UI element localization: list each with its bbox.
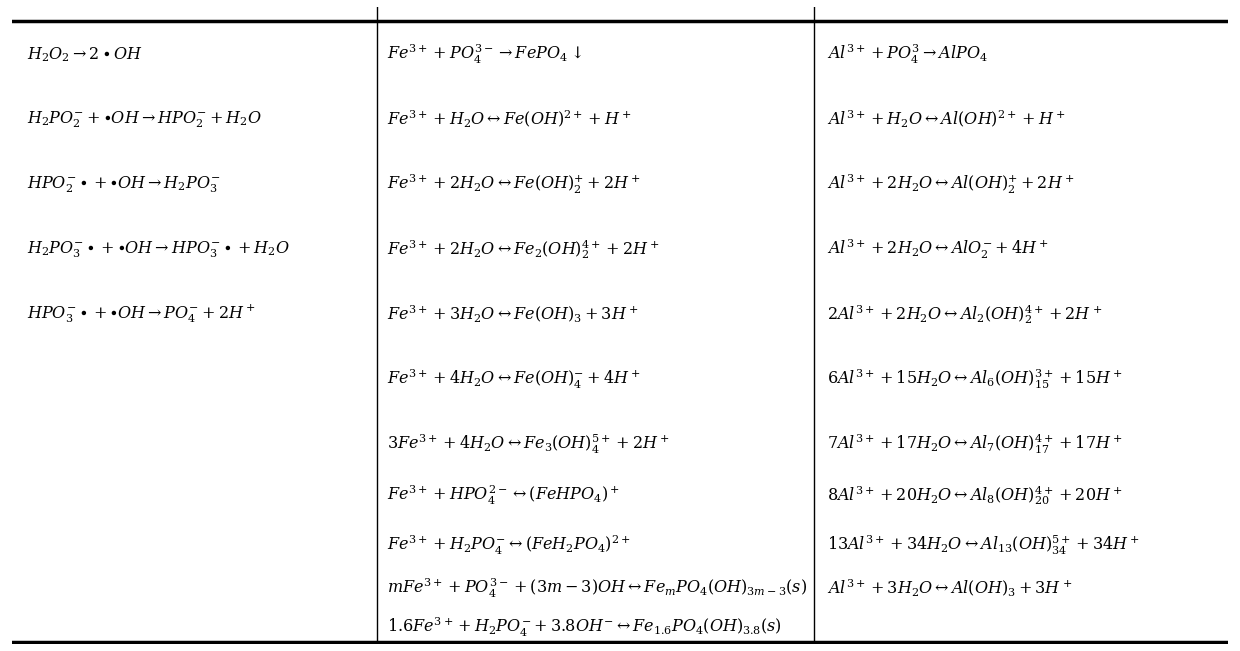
Text: $Fe^{3+}+2H_2O\leftrightarrow Fe_2(OH)_2^{4+}+2H^+$: $Fe^{3+}+2H_2O\leftrightarrow Fe_2(OH)_2… [387, 238, 660, 261]
Text: $Fe^{3+}+H_2PO_4^{-}\leftrightarrow (FeH_2PO_4)^{2+}$: $Fe^{3+}+H_2PO_4^{-}\leftrightarrow (FeH… [387, 534, 630, 557]
Text: $Al^{3+}+3H_2O\leftrightarrow Al(OH)_3+3H^+$: $Al^{3+}+3H_2O\leftrightarrow Al(OH)_3+3… [827, 577, 1071, 598]
Text: $H_2PO_2^{-} + {\bullet}OH \rightarrow HPO_2^{-} + H_2O$: $H_2PO_2^{-} + {\bullet}OH \rightarrow H… [27, 109, 262, 130]
Text: $H_2O_2 \rightarrow 2 \bullet OH$: $H_2O_2 \rightarrow 2 \bullet OH$ [27, 45, 143, 64]
Text: $Fe^{3+}+PO_4^{3-}\rightarrow FePO_4\downarrow$: $Fe^{3+}+PO_4^{3-}\rightarrow FePO_4\dow… [387, 43, 582, 66]
Text: $H_2PO_3^{-} \bullet + {\bullet} OH \rightarrow HPO_3^{-} \bullet +H_2O$: $H_2PO_3^{-} \bullet + {\bullet} OH \rig… [27, 239, 290, 260]
Text: $Al^{3+}+2H_2O\leftrightarrow AlO_2^{-}+4H^+$: $Al^{3+}+2H_2O\leftrightarrow AlO_2^{-}+… [827, 238, 1049, 261]
Text: $Al^{3+}+H_2O\leftrightarrow Al(OH)^{2+}+H^+$: $Al^{3+}+H_2O\leftrightarrow Al(OH)^{2+}… [827, 109, 1065, 130]
Text: $2Al^{3+}+2H_2O\leftrightarrow Al_2(OH)_2^{4+}+2H^+$: $2Al^{3+}+2H_2O\leftrightarrow Al_2(OH)_… [827, 302, 1102, 326]
Text: $6Al^{3+}+15H_2O\leftrightarrow Al_6(OH)_{15}^{3+}+15H^+$: $6Al^{3+}+15H_2O\leftrightarrow Al_6(OH)… [827, 367, 1122, 391]
Text: $Fe^{3+}+2H_2O\leftrightarrow Fe(OH)_2^{+}+2H^+$: $Fe^{3+}+2H_2O\leftrightarrow Fe(OH)_2^{… [387, 173, 640, 196]
Text: $7Al^{3+}+17H_2O\leftrightarrow Al_7(OH)_{17}^{4+}+17H^+$: $7Al^{3+}+17H_2O\leftrightarrow Al_7(OH)… [827, 432, 1122, 456]
Text: $HPO_2^{-} \bullet + {\bullet} OH \rightarrow H_2PO_3^{-}$: $HPO_2^{-} \bullet + {\bullet} OH \right… [27, 174, 221, 195]
Text: $8Al^{3+}+20H_2O\leftrightarrow Al_8(OH)_{20}^{4+}+20H^+$: $8Al^{3+}+20H_2O\leftrightarrow Al_8(OH)… [827, 483, 1122, 507]
Text: $Al^{3+}+2H_2O\leftrightarrow Al(OH)_2^{+}+2H^+$: $Al^{3+}+2H_2O\leftrightarrow Al(OH)_2^{… [827, 173, 1074, 196]
Text: $3Fe^{3+}+4H_2O\leftrightarrow Fe_3(OH)_4^{5+}+2H^+$: $3Fe^{3+}+4H_2O\leftrightarrow Fe_3(OH)_… [387, 432, 670, 456]
Text: $Al^{3+}+PO_4^{3}\rightarrow AlPO_4$: $Al^{3+}+PO_4^{3}\rightarrow AlPO_4$ [827, 43, 987, 66]
Text: $mFe^{3+}+PO_4^{3-}+(3m-3)OH\leftrightarrow Fe_mPO_4(OH)_{3m-3}(s)$: $mFe^{3+}+PO_4^{3-}+(3m-3)OH\leftrightar… [387, 576, 807, 600]
Text: $Fe^{3+}+3H_2O\leftrightarrow Fe(OH)_3+3H^+$: $Fe^{3+}+3H_2O\leftrightarrow Fe(OH)_3+3… [387, 303, 639, 325]
Text: $HPO_3^{-} \bullet + {\bullet} OH \rightarrow PO_4^{-} + 2H^+$: $HPO_3^{-} \bullet + {\bullet} OH \right… [27, 303, 255, 326]
Text: $13Al^{3+}+34H_2O\leftrightarrow Al_{13}(OH)_{34}^{5+}+34H^+$: $13Al^{3+}+34H_2O\leftrightarrow Al_{13}… [827, 534, 1140, 557]
Text: $Fe^{3+}+H_2O\leftrightarrow Fe(OH)^{2+}+H^+$: $Fe^{3+}+H_2O\leftrightarrow Fe(OH)^{2+}… [387, 109, 631, 130]
Text: $Fe^{3+}+4H_2O\leftrightarrow Fe(OH)_4^{-}+4H^+$: $Fe^{3+}+4H_2O\leftrightarrow Fe(OH)_4^{… [387, 368, 640, 391]
Text: $1.6Fe^{3+}+H_2PO_4^{-}+3.8OH^{-}\leftrightarrow Fe_{1.6}PO_4(OH)_{3.8}(s)$: $1.6Fe^{3+}+H_2PO_4^{-}+3.8OH^{-}\leftri… [387, 616, 781, 639]
Text: $Fe^{3+}+HPO_4^{2-}\leftrightarrow (FeHPO_4)^+$: $Fe^{3+}+HPO_4^{2-}\leftrightarrow (FeHP… [387, 483, 620, 506]
